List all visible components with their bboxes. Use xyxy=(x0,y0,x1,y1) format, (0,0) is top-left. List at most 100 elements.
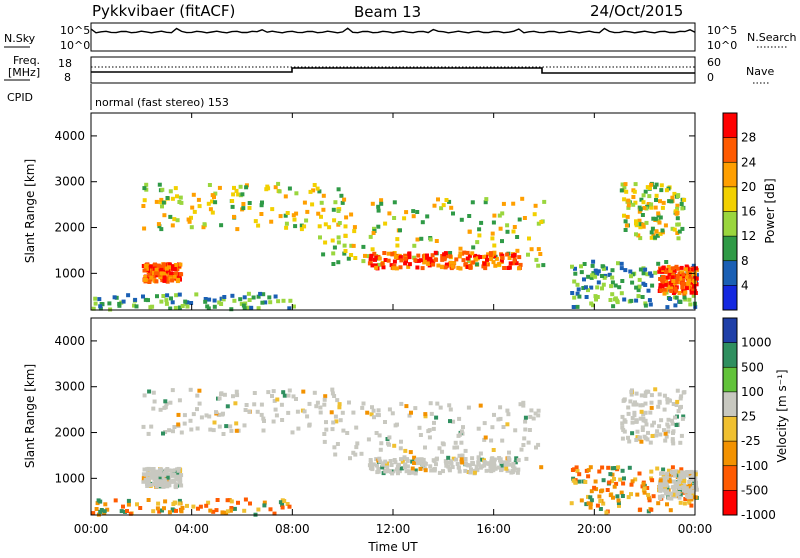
power-cell xyxy=(147,273,152,277)
velocity-cell xyxy=(195,426,200,431)
velocity-cell xyxy=(247,409,252,414)
velocity-cell xyxy=(679,467,684,472)
velocity-cell xyxy=(507,450,511,455)
power-cell xyxy=(624,223,629,228)
power-cell xyxy=(684,286,689,291)
nsky-series-line xyxy=(90,27,696,34)
velocity-cell xyxy=(506,412,511,417)
velocity-cell xyxy=(622,429,627,434)
power-cell xyxy=(229,307,234,312)
power-cell xyxy=(601,266,606,271)
velocity-cell xyxy=(691,472,696,477)
nsky-tick-bottom: 10^0 xyxy=(60,39,90,52)
power-cell xyxy=(482,261,487,266)
power-cell xyxy=(428,256,433,261)
velocity-cell xyxy=(171,429,175,434)
power-cell xyxy=(674,295,679,300)
power-cell xyxy=(151,268,156,273)
velocity-cell xyxy=(671,402,676,406)
power-cell xyxy=(681,272,686,277)
velocity-cell xyxy=(628,399,633,404)
power-cell xyxy=(411,214,416,219)
power-cell xyxy=(439,206,444,211)
power-cell xyxy=(591,271,596,276)
power-cell xyxy=(169,266,174,271)
power-cell xyxy=(342,251,347,256)
velocity-cell xyxy=(635,429,640,434)
velocity-cell xyxy=(516,467,521,472)
power-cell xyxy=(212,298,217,303)
velocity-cell xyxy=(305,414,310,419)
velocity-cell xyxy=(105,507,110,512)
velocity-cell xyxy=(279,402,284,407)
velocity-cell xyxy=(232,506,237,511)
power-cell xyxy=(336,235,341,240)
velocity-cell xyxy=(463,468,468,473)
velocity-cell xyxy=(407,469,411,474)
power-cell xyxy=(114,295,119,300)
velocity-cell xyxy=(689,469,694,474)
power-cell xyxy=(623,228,628,232)
power-cell xyxy=(432,203,437,208)
power-cell xyxy=(398,255,403,260)
power-cell xyxy=(461,258,466,263)
power-cell xyxy=(142,226,147,231)
power-cell xyxy=(490,236,495,241)
power-cell xyxy=(175,218,180,223)
velocity-cell xyxy=(228,424,233,429)
velocity-cell xyxy=(180,505,185,510)
power-cell xyxy=(231,192,236,197)
power-cell xyxy=(475,240,480,245)
velocity-cell xyxy=(229,428,234,433)
power-cell xyxy=(312,183,317,187)
power-cell xyxy=(230,293,235,298)
power-cell xyxy=(647,186,652,190)
velocity-cell xyxy=(242,508,247,513)
velocity-cell xyxy=(266,390,271,395)
velocity-cell xyxy=(259,402,264,407)
power-cell xyxy=(575,304,580,309)
velocity-colorbar-tick-label: 25 xyxy=(741,410,756,424)
velocity-cell xyxy=(665,491,670,496)
velocity-cell xyxy=(643,401,648,406)
velocity-cell xyxy=(347,400,351,405)
velocity-cell xyxy=(290,430,295,435)
power-cell xyxy=(418,258,423,263)
power-cell xyxy=(159,197,164,202)
velocity-cell xyxy=(612,477,616,481)
power-cell xyxy=(465,265,470,269)
power-cell xyxy=(505,252,510,257)
velocity-cell xyxy=(151,406,156,411)
power-cell xyxy=(667,199,672,204)
velocity-cell xyxy=(691,495,696,500)
velocity-cell xyxy=(678,405,682,410)
velocity-cell xyxy=(666,496,671,501)
power-cell xyxy=(529,247,534,252)
power-cell xyxy=(693,291,698,295)
velocity-cell xyxy=(599,489,603,494)
velocity-cell xyxy=(224,424,229,429)
velocity-cell xyxy=(351,410,356,415)
power-cell xyxy=(403,253,408,258)
power-cell xyxy=(162,275,167,280)
velocity-cell xyxy=(217,396,222,401)
power-cell xyxy=(639,222,644,227)
velocity-cell xyxy=(368,460,373,465)
power-cell xyxy=(91,306,96,311)
power-cell xyxy=(117,303,122,308)
velocity-cell xyxy=(378,459,383,464)
velocity-cell xyxy=(167,510,172,515)
power-cell xyxy=(164,266,169,271)
velocity-cell xyxy=(271,389,276,394)
velocity-cell xyxy=(641,488,646,493)
power-cell xyxy=(653,270,658,275)
velocity-cell xyxy=(646,495,651,500)
power-cell xyxy=(629,274,633,279)
velocity-cell xyxy=(196,506,200,511)
velocity-cell xyxy=(427,428,432,433)
velocity-cell xyxy=(348,456,352,461)
power-cell xyxy=(570,291,575,295)
velocity-cell xyxy=(423,412,428,417)
